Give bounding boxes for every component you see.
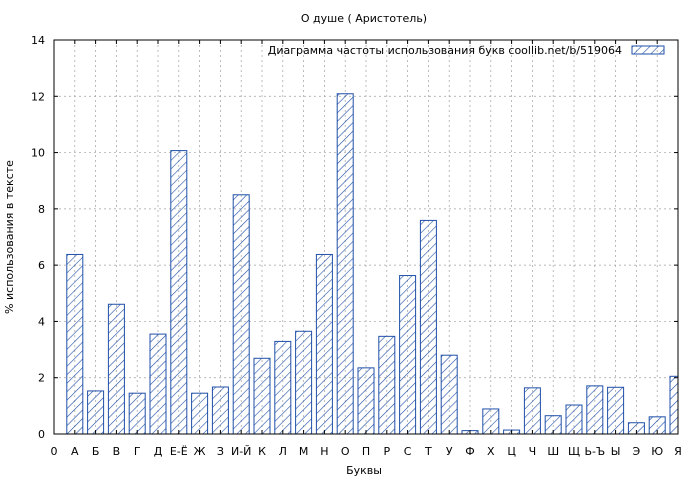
x-tick-label: Ц [507,445,516,458]
y-tick-label: 6 [38,259,45,272]
bar [357,367,375,435]
x-tick-label: Х [487,445,495,458]
x-tick-label: 0 [51,445,58,458]
y-tick-label: 4 [38,315,45,328]
legend-label: Диаграмма частоты использования букв coo… [268,44,622,57]
bar [87,390,105,435]
bar [336,93,354,435]
bar [149,333,167,435]
x-tick-label: О [341,445,350,458]
y-tick-label: 0 [38,428,45,441]
x-axis-label: Буквы [346,464,382,477]
bar [128,392,146,435]
bar [66,253,84,435]
y-tick-label: 8 [38,203,45,216]
y-tick-label: 12 [31,90,45,103]
x-tick-label: К [258,445,266,458]
bar [669,375,679,435]
x-tick-label: М [299,445,309,458]
y-tick-label: 2 [38,372,45,385]
bar [107,303,125,435]
x-tick-label: В [113,445,121,458]
x-tick-label: Э [633,445,641,458]
bar [253,357,271,435]
bar [315,253,333,435]
bar [399,275,417,435]
bar [170,150,188,435]
bar [274,340,292,435]
x-tick-label: Ю [651,445,663,458]
x-tick-label: Р [383,445,390,458]
y-tick-label: 10 [31,147,45,160]
y-axis-label: % использования в тексте [3,160,16,314]
x-tick-label: С [404,445,412,458]
bar [378,335,396,435]
x-tick-label: Н [320,445,328,458]
chart-title: О душе ( Аристотель) [301,12,427,25]
x-tick-label: Т [424,445,432,458]
x-tick-label: Щ [568,445,580,458]
x-tick-label: Е-Ё [170,445,188,458]
x-tick-label: Ф [465,445,474,458]
bar [586,385,604,435]
x-tick-label: А [71,445,79,458]
x-tick-label: П [362,445,370,458]
x-tick-label: У [446,445,453,458]
bar [607,386,625,435]
x-tick-label: Ж [194,445,206,458]
x-tick-label: Ч [529,445,537,458]
bar [191,392,209,435]
x-tick-label: З [217,445,224,458]
x-tick-label: Д [154,445,163,458]
x-tick-label: И-Й [231,445,251,458]
legend-swatch [631,45,665,55]
bar [295,330,313,435]
bar [232,194,250,435]
bar [419,219,437,435]
x-tick-label: Ш [547,445,559,458]
x-tick-label: Л [279,445,287,458]
x-tick-label: Ы [611,445,621,458]
x-tick-label: Ь-Ъ [584,445,605,458]
x-tick-label: Г [134,445,141,458]
bar [440,354,458,435]
y-tick-label: 14 [31,34,45,47]
x-tick-label: Я [674,445,682,458]
x-tick-label: Б [92,445,100,458]
bar [523,387,541,435]
bar [565,404,583,435]
bar [211,386,229,435]
